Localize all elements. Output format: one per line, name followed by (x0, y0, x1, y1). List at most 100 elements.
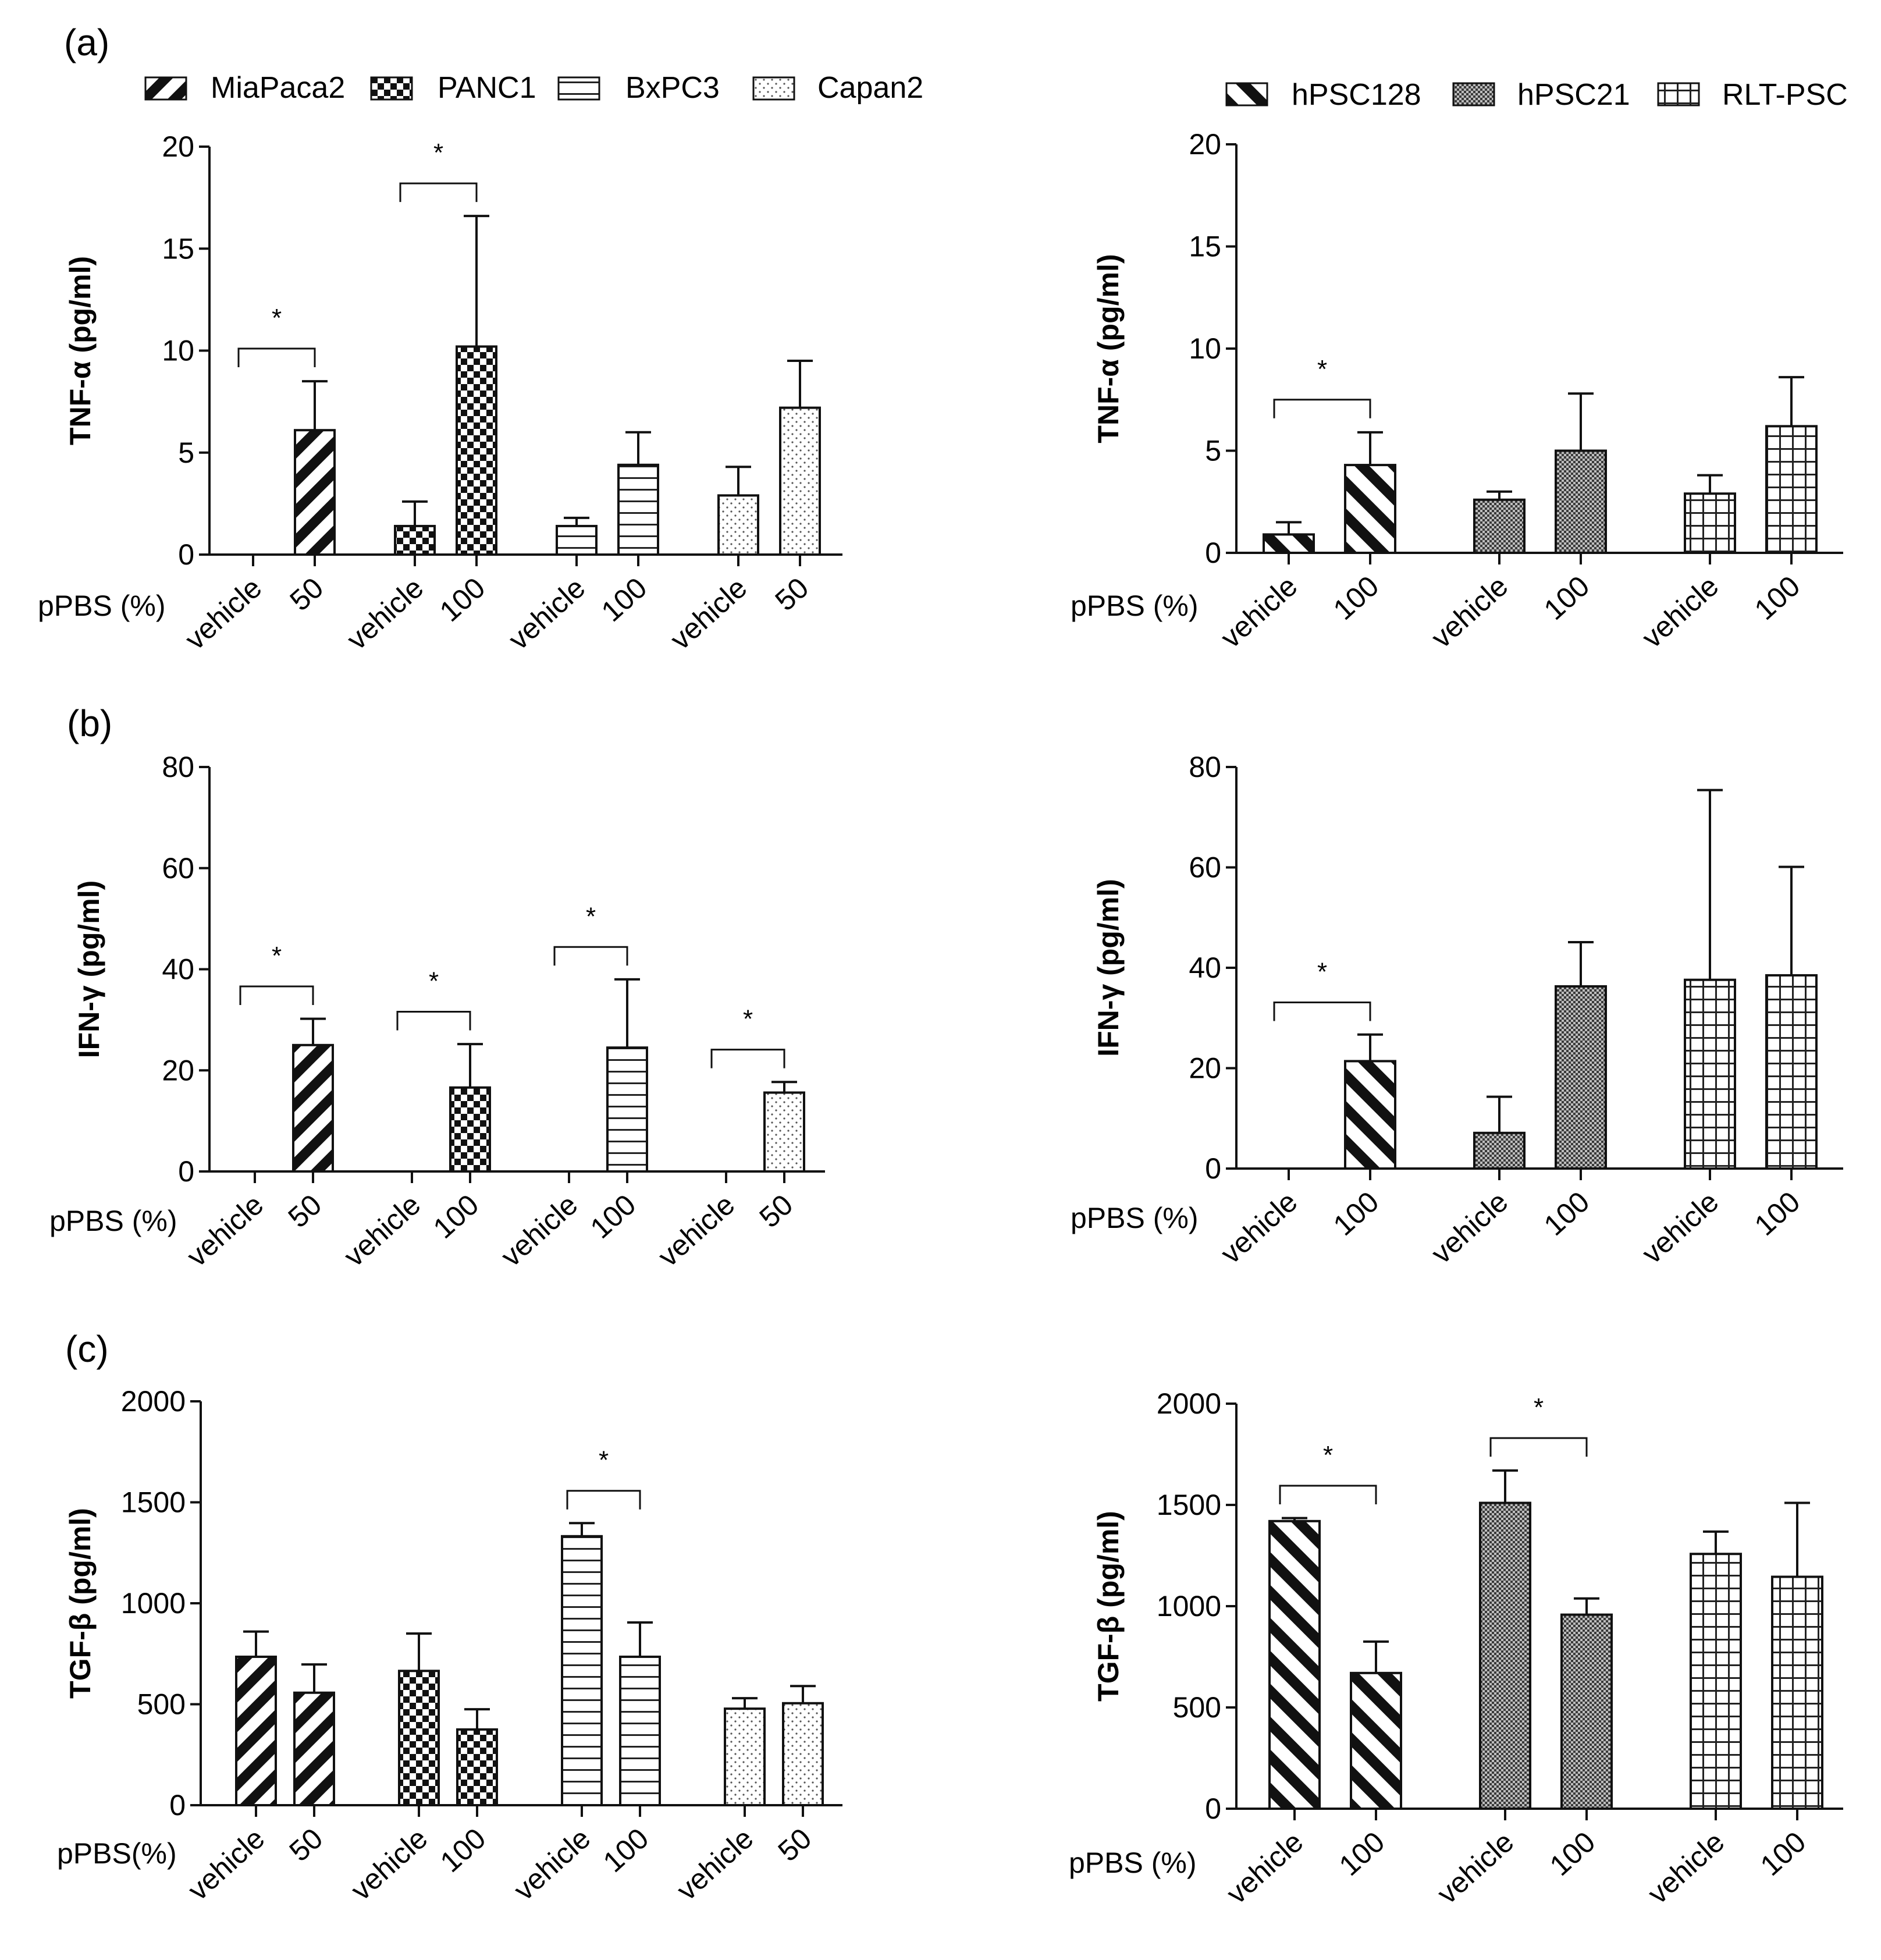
y-tick-label: 20 (1189, 1052, 1221, 1085)
bar (763, 1091, 805, 1173)
x-tick-label: 100 (1333, 1826, 1391, 1882)
y-tick-label: 0 (1205, 537, 1221, 569)
bar (1684, 978, 1736, 1170)
bar (1684, 492, 1736, 555)
bar-group-rlt-psc: vehicle 100 (1635, 789, 1818, 1270)
bar (394, 524, 436, 556)
significance-bracket (566, 1490, 641, 1510)
y-tick-label: 20 (162, 130, 194, 163)
legend-label-hpsc21: hPSC21 (1517, 78, 1630, 112)
y-tick-label: 15 (162, 232, 194, 265)
bar-group-bxpc3: vehicle 100 * (507, 1446, 661, 1906)
legend-psc-lines: hPSC128 hPSC21 RLT-PSC (1225, 78, 1848, 112)
y-tick-label: 40 (1189, 951, 1221, 984)
y-tick-label: 1500 (1157, 1489, 1221, 1521)
bar (782, 1702, 824, 1806)
significance-star: * (1317, 355, 1327, 384)
significance-bracket (239, 985, 314, 1006)
significance-bracket (237, 347, 316, 367)
bar (293, 1691, 335, 1806)
bar (1555, 985, 1607, 1170)
x-tick-label: vehicle (1641, 1826, 1730, 1911)
bar (1350, 1671, 1402, 1810)
bar-group-hpsc128: vehicle 100 * (1220, 1441, 1402, 1910)
chart-a-right: 0 5 10 15 20 TNF-α (pg/ml) pPBS (%) vehicle 100 *… (1071, 128, 1843, 654)
bar (1555, 449, 1607, 554)
bar (1479, 1501, 1531, 1810)
legend-swatch-bxpc3 (557, 76, 600, 101)
significance-bracket (1273, 399, 1371, 418)
y-tick-label: 2000 (121, 1385, 186, 1418)
x-tick-label: vehicle (180, 1188, 269, 1273)
x-tick-label: vehicle (1425, 1185, 1514, 1270)
bar (1765, 974, 1818, 1170)
y-axis-title: TGF-β (pg/ml) (64, 1508, 97, 1699)
legend-label-rlt-psc: RLT-PSC (1722, 78, 1848, 112)
bar-group-rlt-psc: vehicle 100 (1635, 376, 1818, 654)
y-tick-label: 20 (162, 1054, 194, 1086)
chart-b-right: 0 20 40 60 80 IFN-γ (pg/ml) pPBS (%) vehicle 100… (1071, 751, 1843, 1270)
bar-group-bxpc3: vehicle 100 (502, 431, 659, 656)
x-tick-label: vehicle (340, 571, 429, 656)
bar (456, 1728, 498, 1806)
bar (1473, 498, 1526, 554)
significance-star: * (272, 304, 282, 332)
legend-label-bxpc3: BxPC3 (625, 71, 720, 105)
y-tick-label: 1000 (1157, 1590, 1221, 1622)
x-tick-label: 100 (1327, 1185, 1385, 1242)
bar-group-panc1: vehicle 100 * (337, 967, 491, 1273)
significance-star: * (1534, 1393, 1544, 1422)
x-axis-prefix-label: pPBS (%) (1069, 1847, 1197, 1879)
x-tick-label: vehicle (495, 1188, 584, 1273)
x-tick-label: 50 (769, 571, 815, 617)
bar-group-hpsc128: vehicle 100 * (1214, 355, 1396, 654)
x-tick-label: 50 (282, 1188, 328, 1234)
y-tick-label: 0 (169, 1789, 186, 1821)
x-axis-prefix-label: pPBS(%) (57, 1837, 177, 1870)
significance-star: * (586, 902, 596, 931)
bar (292, 1043, 334, 1173)
legend-cancer-lines: MiaPaca2 PANC1 BxPC3 Capan2 (144, 71, 923, 105)
bar (235, 1655, 277, 1807)
x-tick-label: vehicle (502, 571, 591, 656)
legend-swatch-capan2 (752, 76, 795, 101)
y-tick-label: 0 (178, 538, 194, 571)
legend-label-miapaca2: MiaPaca2 (211, 71, 345, 105)
x-tick-label: 100 (1544, 1826, 1601, 1882)
legend-swatch-panc1 (370, 76, 413, 101)
bar-group-miapaca2: vehicle 50 (182, 1630, 335, 1906)
x-axis-prefix-label: pPBS (%) (1071, 590, 1199, 622)
bar-group-miapaca2: vehicle 50* (179, 304, 336, 656)
chart-c-right: 0 500 1000 1500 2000 TGF-β (pg/ml) pPBS (%) veh… (1069, 1387, 1843, 1910)
x-tick-label: 100 (1748, 1185, 1806, 1242)
significance-bracket (1489, 1437, 1588, 1457)
significance-bracket (396, 1010, 471, 1031)
x-tick-label: vehicle (664, 571, 753, 656)
bar-group-capan2: vehicle 50 (670, 1685, 824, 1906)
bar (717, 494, 759, 556)
bar-group-panc1: vehicle 100 (344, 1632, 498, 1907)
bar-group-bxpc3: vehicle 100 * (495, 902, 648, 1273)
panel-label-a: (a) (64, 22, 109, 63)
x-tick-label: vehicle (344, 1822, 433, 1907)
x-tick-label: vehicle (1431, 1826, 1520, 1911)
significance-star: * (429, 967, 439, 995)
x-tick-label: 100 (1538, 1185, 1595, 1242)
y-axis-title: IFN-γ (pg/ml) (73, 880, 105, 1059)
bar (449, 1086, 491, 1173)
x-tick-label: 50 (283, 1822, 329, 1868)
x-tick-label: vehicle (179, 571, 268, 656)
y-tick-label: 0 (1205, 1792, 1221, 1825)
y-tick-label: 1500 (121, 1486, 186, 1519)
significance-star: * (1323, 1441, 1333, 1469)
significance-star: * (743, 1005, 753, 1034)
y-tick-label: 10 (1189, 332, 1221, 365)
x-tick-label: 100 (434, 1822, 492, 1879)
y-tick-label: 0 (178, 1155, 194, 1188)
panel-label-b: (b) (67, 702, 112, 744)
significance-bracket (1273, 1002, 1371, 1021)
bar (1690, 1553, 1742, 1810)
